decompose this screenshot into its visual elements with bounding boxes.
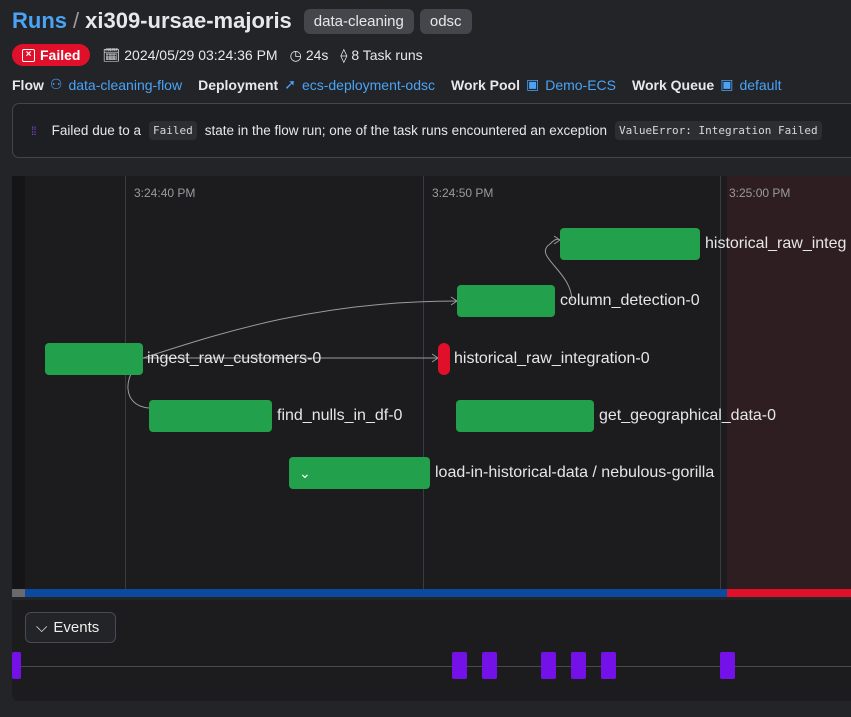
state-bar-failed xyxy=(727,589,851,597)
duration: 24s xyxy=(305,47,329,63)
edge xyxy=(142,300,458,359)
rocket-icon: ➚ xyxy=(284,76,296,92)
work-pool-link[interactable]: Demo-ECS xyxy=(545,76,616,93)
state-message: ⁞⁞ Failed due to a Failed state in the f… xyxy=(12,103,851,158)
cpu-icon: ▣ xyxy=(525,76,540,92)
timeline-graph[interactable]: 3:24:40 PM 3:24:50 PM 3:25:00 PM ingest_… xyxy=(12,176,851,589)
message-code-state: Failed xyxy=(148,121,197,140)
clock-icon: ◷ xyxy=(289,46,302,63)
event-marker[interactable] xyxy=(601,652,616,679)
start-time: 2024/05/29 03:24:36 PM xyxy=(124,47,278,63)
task-label: find_nulls_in_df-0 xyxy=(277,407,403,424)
dots-icon: ⁞⁞ xyxy=(31,123,37,138)
event-marker[interactable] xyxy=(541,652,556,679)
flow-icon: ⚇ xyxy=(49,76,63,92)
event-marker[interactable] xyxy=(571,652,586,679)
chevron-down-icon[interactable]: ⌄ xyxy=(299,465,311,481)
task-node-historical-raw-integration-failed[interactable] xyxy=(438,343,450,375)
events-label: Events xyxy=(53,619,100,636)
tag-data-cleaning: data-cleaning xyxy=(303,8,414,34)
events-panel: ⌵ Events xyxy=(12,600,851,701)
tag-odsc: odsc xyxy=(419,8,472,34)
event-marker[interactable] xyxy=(720,652,735,679)
task-label: ingest_raw_customers-0 xyxy=(147,350,322,367)
message-text: state in the flow run; one of the task r… xyxy=(204,123,607,138)
message-code-exception: ValueError: Integration Failed xyxy=(615,121,822,140)
events-axis xyxy=(12,666,851,667)
task-node-ingest[interactable] xyxy=(45,343,143,375)
subflow-node-load-in-historical[interactable]: ⌄ xyxy=(289,457,430,489)
task-label: get_geographical_data-0 xyxy=(599,407,777,424)
task-node-get-geographical[interactable] xyxy=(456,400,594,432)
run-meta: × Failed 🗓 2024/05/29 03:24:36 PM ◷ 24s ⟠ 8 … xyxy=(12,44,423,66)
deployment-label: Deployment xyxy=(198,76,279,93)
task-label: historical_raw_integration-0 xyxy=(454,350,650,367)
status-badge: × Failed xyxy=(12,44,91,66)
events-toggle-button[interactable]: ⌵ Events xyxy=(25,612,116,643)
cpu-icon: ▣ xyxy=(720,76,734,92)
event-marker[interactable] xyxy=(452,652,467,679)
task-node-find-nulls[interactable] xyxy=(149,400,272,432)
page-title: Runs / xi309-ursae-majoris data-cleaning… xyxy=(12,8,472,34)
tick-label: 3:24:50 PM xyxy=(432,186,494,200)
flow-label: Flow xyxy=(12,76,44,93)
task-label: historical_raw_integ xyxy=(705,235,847,252)
timeline-gutter xyxy=(12,176,25,589)
state-bar-running xyxy=(25,589,727,597)
work-pool-label: Work Pool xyxy=(451,76,520,93)
chevron-down-icon: ⌵ xyxy=(36,619,48,636)
state-bar-pending xyxy=(12,589,25,597)
task-run-icon: ⟠ xyxy=(340,46,348,63)
gridline xyxy=(125,176,126,589)
tick-label: 3:25:00 PM xyxy=(729,186,791,200)
task-node-historical-raw-integ[interactable] xyxy=(560,228,700,260)
deployment-link[interactable]: ecs-deployment-odsc xyxy=(301,76,435,93)
gridline xyxy=(423,176,424,589)
work-queue-link[interactable]: default xyxy=(739,76,782,93)
run-name: xi309-ursae-majoris xyxy=(85,8,292,33)
breadcrumb-separator: / xyxy=(73,8,80,33)
task-runs-count: 8 Task runs xyxy=(351,47,423,63)
tick-label: 3:24:40 PM xyxy=(134,186,196,200)
failed-region xyxy=(727,176,851,589)
task-label: load-in-historical-data / nebulous-goril… xyxy=(435,464,715,481)
work-queue-label: Work Queue xyxy=(632,76,715,93)
gridline xyxy=(720,176,721,589)
message-text: Failed due to a xyxy=(51,123,141,138)
edge xyxy=(544,238,573,302)
task-label: column_detection-0 xyxy=(560,292,700,309)
calendar-icon: 🗓 xyxy=(102,46,121,63)
breadcrumb-runs-link[interactable]: Runs xyxy=(12,8,67,33)
task-node-column-detection[interactable] xyxy=(457,285,555,317)
run-relations: Flow ⚇ data-cleaning-flow Deployment ➚ e… xyxy=(12,76,781,93)
failed-x-icon: × xyxy=(22,48,35,62)
event-marker[interactable] xyxy=(482,652,497,679)
event-marker[interactable] xyxy=(12,652,21,679)
flow-link[interactable]: data-cleaning-flow xyxy=(68,76,183,93)
status-label: Failed xyxy=(40,47,81,63)
